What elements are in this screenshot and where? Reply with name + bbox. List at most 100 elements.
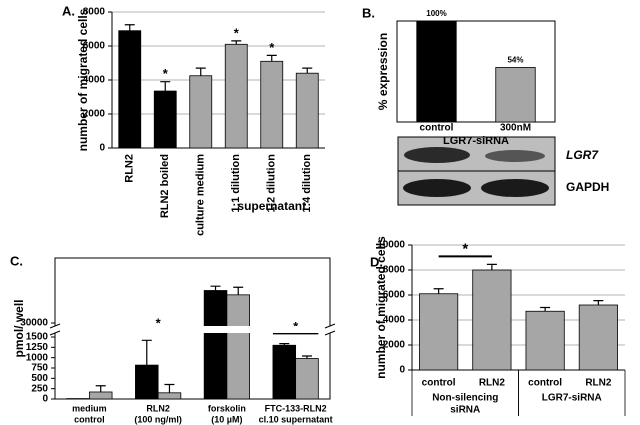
x-tick-label: RLN2 xyxy=(479,378,506,389)
bar xyxy=(226,294,250,400)
bar xyxy=(135,364,159,400)
y-tick-label: 0 xyxy=(399,365,405,376)
group-label: Non-silencing xyxy=(432,393,498,404)
y-tick-label: 0 xyxy=(42,394,48,405)
panel-label: C. xyxy=(10,253,23,268)
value-label: 100% xyxy=(426,9,446,18)
bar xyxy=(295,72,319,149)
x-tick-label: control xyxy=(420,123,454,134)
y-tick-label: 10000 xyxy=(377,240,405,251)
western-blot: LGR7 GAPDH xyxy=(397,136,609,206)
significance-mark: * xyxy=(163,66,169,81)
x-tick-label: forskolin xyxy=(208,403,246,413)
plot-frame xyxy=(396,20,556,123)
y-axis-label: pmol/ well xyxy=(12,299,26,357)
bar xyxy=(118,30,142,149)
error-bar xyxy=(266,54,277,62)
error-bar xyxy=(164,383,175,393)
x-tick-label: cl.10 supernatant xyxy=(259,414,333,424)
error-bar xyxy=(124,24,135,31)
bar xyxy=(88,391,113,400)
error-bar xyxy=(301,355,312,359)
y-tick-label: 1000 xyxy=(26,352,49,363)
y-tick-label: 2000 xyxy=(383,340,406,351)
x-axis-label: LGR7-siRNA xyxy=(443,135,509,147)
blot-band xyxy=(404,147,470,163)
blot-row-label: GAPDH xyxy=(566,180,609,194)
x-tick-label: 1:2 dilution xyxy=(266,154,278,213)
error-bar xyxy=(593,300,604,305)
x-tick-label: (100 ng/ml) xyxy=(134,414,182,424)
y-tick-label: 250 xyxy=(31,383,48,394)
blot-row-label: LGR7 xyxy=(566,148,599,162)
panel-label: B. xyxy=(362,5,375,20)
y-tick-label: 6000 xyxy=(383,290,406,301)
group-label: siRNA xyxy=(450,405,480,416)
y-tick-label: 750 xyxy=(31,363,48,374)
y-tick-label: 4000 xyxy=(383,315,406,326)
x-tick-label: RLN2 xyxy=(124,154,136,183)
bar xyxy=(203,290,228,400)
x-tick-label: control xyxy=(422,378,456,389)
x-tick-label: RLN2 boiled xyxy=(159,154,171,218)
error-bar xyxy=(231,40,242,45)
x-tick-label: 300nM xyxy=(500,123,531,134)
significance-mark: * xyxy=(156,316,162,331)
error-bar xyxy=(486,263,497,270)
y-tick-label: 30000 xyxy=(20,318,48,329)
bar xyxy=(416,20,457,123)
blot-band xyxy=(485,150,545,162)
y-tick-label: 1250 xyxy=(26,342,49,353)
y-axis-label: number of migrated cells xyxy=(76,8,90,151)
x-tick-label: 1:4 dilution xyxy=(301,154,313,213)
y-tick-label: 8000 xyxy=(383,265,406,276)
bar xyxy=(224,43,248,149)
x-tick-label: 1:1 dilution xyxy=(230,154,242,213)
error-bar xyxy=(195,67,206,76)
value-label: 54% xyxy=(507,56,523,65)
panel-label: A. xyxy=(62,3,75,18)
y-tick-label: 8000 xyxy=(83,7,106,18)
blot-band xyxy=(481,179,549,197)
bar xyxy=(472,269,512,371)
y-axis-label: % expression xyxy=(376,33,390,110)
x-tick-label: (10 µM) xyxy=(211,414,242,424)
x-tick-label: medium xyxy=(72,403,107,413)
axis-break-mark xyxy=(49,323,61,336)
bar xyxy=(153,90,177,149)
error-bar xyxy=(279,343,290,346)
error-bar xyxy=(210,285,221,291)
bar xyxy=(495,67,536,123)
error-bar xyxy=(233,286,244,295)
y-tick-label: 4000 xyxy=(83,75,106,86)
x-tick-label: RLN2 xyxy=(146,403,170,413)
x-tick-label: control xyxy=(528,378,562,389)
significance-mark: * xyxy=(269,40,275,55)
bar xyxy=(419,293,459,371)
significance-mark: * xyxy=(462,240,468,257)
panel-label: D. xyxy=(370,254,383,269)
x-tick-label: FTC-133-RLN2 xyxy=(265,403,327,413)
y-tick-label: 0 xyxy=(99,143,105,154)
error-bar xyxy=(433,288,444,294)
y-tick-label: 6000 xyxy=(83,41,106,52)
bar xyxy=(189,75,213,149)
y-tick-label: 2000 xyxy=(83,109,106,120)
error-bar xyxy=(141,339,152,366)
axis-break xyxy=(47,326,338,333)
error-bar xyxy=(540,306,551,312)
error-bar xyxy=(95,385,106,392)
x-tick-label: culture medium xyxy=(195,154,207,236)
bar xyxy=(272,344,297,400)
x-tick-label: RLN2 xyxy=(585,378,612,389)
error-bar xyxy=(160,81,171,92)
x-tick-label: control xyxy=(74,414,105,424)
bar xyxy=(260,60,284,149)
axis-break-mark xyxy=(324,323,336,336)
bar xyxy=(578,304,618,371)
y-tick-label: 500 xyxy=(31,373,48,384)
blot-band xyxy=(403,179,471,197)
bar xyxy=(295,358,319,400)
group-label: LGR7-siRNA xyxy=(542,393,602,404)
